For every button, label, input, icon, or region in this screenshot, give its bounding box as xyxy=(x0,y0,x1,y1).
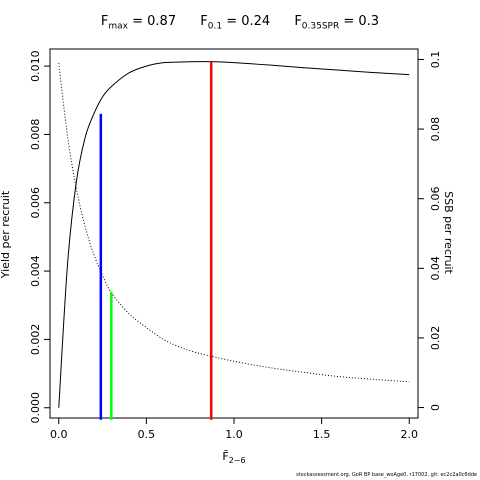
chart-title: Fmax = 0.87 F0.1 = 0.24 F0.35SPR = 0.3 xyxy=(0,14,480,32)
y-tick-label: 0.004 xyxy=(29,255,42,287)
x-tick-label: 1.5 xyxy=(313,428,331,441)
ssb-per-recruit-line xyxy=(58,62,410,383)
x-tick-label: 2.0 xyxy=(400,428,418,441)
plot-frame xyxy=(49,48,419,419)
x-tick-label: 0.0 xyxy=(50,428,68,441)
x-axis-label: F̄2−6 xyxy=(222,450,246,466)
f01-label: F0.1 = 0.24 xyxy=(200,14,271,32)
y-tick-label: 0.010 xyxy=(29,50,42,82)
footnote: stockassessment.org, GoR BP base_woAge0,… xyxy=(296,472,477,478)
y-tick-label: 0.008 xyxy=(29,119,42,151)
y2-axis-label: SSB per recruit xyxy=(441,191,455,274)
y2-tick-label: 0 xyxy=(429,404,442,411)
y2-tick-label: 0.08 xyxy=(429,117,442,142)
x-tick-label: 1.0 xyxy=(225,428,243,441)
y2-tick-label: 0.04 xyxy=(429,256,442,281)
yield-per-recruit-line xyxy=(58,61,410,408)
fspr-label: F0.35SPR = 0.3 xyxy=(294,14,380,32)
y2-tick-label: 0.06 xyxy=(429,186,442,211)
y-axis-label: Yield per recruit xyxy=(0,190,13,279)
y-tick-label: 0.002 xyxy=(29,324,42,356)
fmax-label: Fmax = 0.87 xyxy=(100,14,177,32)
y-tick-label: 0.000 xyxy=(29,392,42,424)
y2-tick-label: 0.1 xyxy=(429,51,442,69)
x-tick-label: 0.5 xyxy=(138,428,156,441)
y-tick-label: 0.006 xyxy=(29,187,42,219)
y2-tick-label: 0.02 xyxy=(429,326,442,351)
